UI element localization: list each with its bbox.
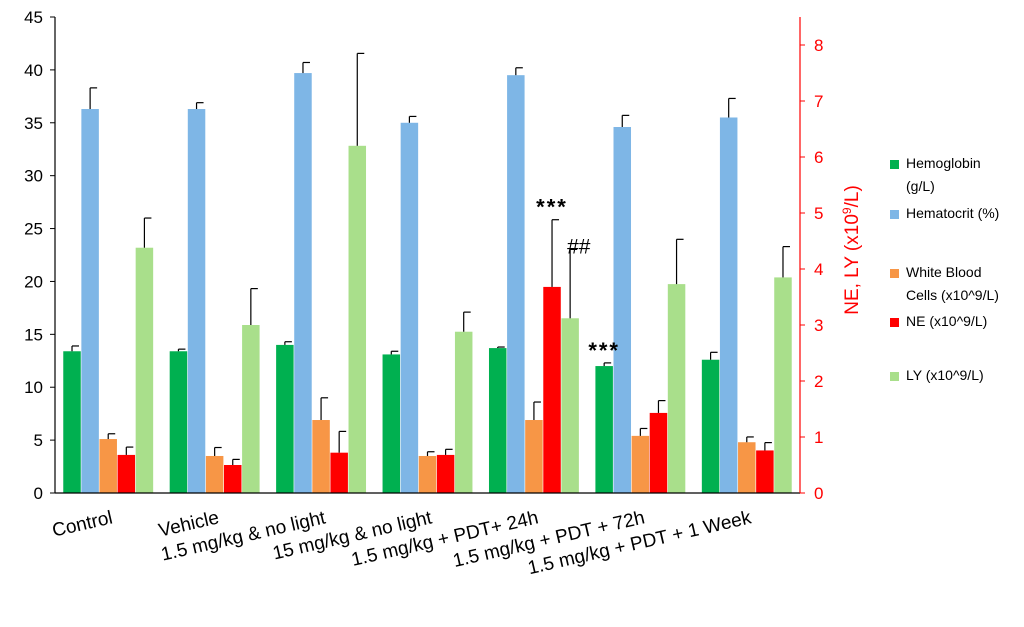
right-axis-tick-label: 5 — [814, 204, 823, 223]
right-axis-tick-label: 7 — [814, 92, 823, 111]
bar — [595, 366, 613, 493]
legend: Hemoglobin (g/L) Hematocrit (%) White Blood… — [890, 155, 999, 383]
right-axis-tick-label: 4 — [814, 260, 823, 279]
bar — [631, 435, 650, 493]
bar — [756, 450, 774, 493]
bar — [400, 122, 419, 494]
bar — [525, 420, 543, 493]
legend-swatch — [890, 372, 899, 381]
significance-annotation: ## — [567, 235, 591, 258]
legend-label: Hematocrit (%) — [906, 205, 999, 221]
legend-swatch — [890, 318, 899, 327]
legend-label: White Blood — [906, 264, 981, 280]
left-axis-tick-label: 25 — [24, 220, 43, 239]
left-axis-tick-label: 35 — [24, 114, 43, 133]
bar — [543, 286, 561, 493]
x-axis-category-label: Control — [50, 507, 114, 541]
legend-label: (g/L) — [906, 178, 935, 194]
left-axis-tick-label: 40 — [24, 61, 43, 80]
bar — [667, 284, 686, 493]
bar — [135, 247, 154, 493]
left-axis-tick-label: 20 — [24, 272, 43, 291]
bar — [276, 344, 294, 493]
legend-swatch — [890, 160, 899, 169]
left-axis-tick-label: 15 — [24, 325, 43, 344]
bar — [382, 354, 401, 493]
bar — [187, 109, 206, 493]
bar — [312, 420, 330, 493]
legend-swatch — [890, 269, 899, 278]
bar — [507, 75, 525, 493]
right-axis-tick-label: 0 — [814, 484, 823, 503]
bar — [436, 454, 455, 493]
bar — [488, 348, 507, 493]
bar — [348, 145, 367, 494]
bar — [63, 351, 81, 493]
bar — [99, 439, 117, 493]
bar — [774, 277, 792, 493]
bar — [205, 455, 224, 493]
bars-layer — [63, 73, 792, 494]
bar — [454, 331, 473, 493]
left-axis-tick-label: 30 — [24, 167, 43, 186]
right-axis-title: NE, LY (x109/L) — [840, 185, 863, 315]
bar — [117, 454, 136, 493]
axes-layer — [50, 16, 805, 494]
left-axis-tick-label: 5 — [34, 431, 43, 450]
annotations-layer: *** ## *** — [536, 195, 620, 363]
bar — [649, 412, 668, 493]
bar — [223, 465, 242, 493]
legend-label: LY (x10^9/L) — [906, 367, 984, 383]
right-axis-tick-label: 8 — [814, 36, 823, 55]
right-axis-tick-label: 6 — [814, 148, 823, 167]
bar — [738, 442, 756, 493]
left-axis-tick-label: 10 — [24, 378, 43, 397]
bar — [242, 325, 260, 493]
bar — [719, 117, 738, 493]
right-axis-tick-label: 3 — [814, 316, 823, 335]
bar — [330, 452, 348, 493]
bar — [613, 127, 632, 494]
error-bars-layer — [71, 52, 790, 465]
left-axis-tick-label: 45 — [24, 8, 43, 27]
bar — [701, 359, 720, 493]
bar — [81, 109, 99, 493]
significance-annotation: *** — [536, 195, 568, 220]
bar — [418, 455, 437, 493]
legend-label: Hemoglobin — [906, 155, 981, 171]
right-axis-tick-label: 1 — [814, 428, 823, 447]
right-axis-tick-label: 2 — [814, 372, 823, 391]
legend-label: Cells (x10^9/L) — [906, 287, 999, 303]
bar — [561, 318, 579, 493]
legend-swatch — [890, 210, 899, 219]
bar — [169, 351, 188, 493]
left-axis-tick-label: 0 — [34, 484, 43, 503]
significance-annotation: *** — [588, 338, 620, 363]
bar — [294, 73, 312, 493]
legend-label: NE (x10^9/L) — [906, 313, 987, 329]
